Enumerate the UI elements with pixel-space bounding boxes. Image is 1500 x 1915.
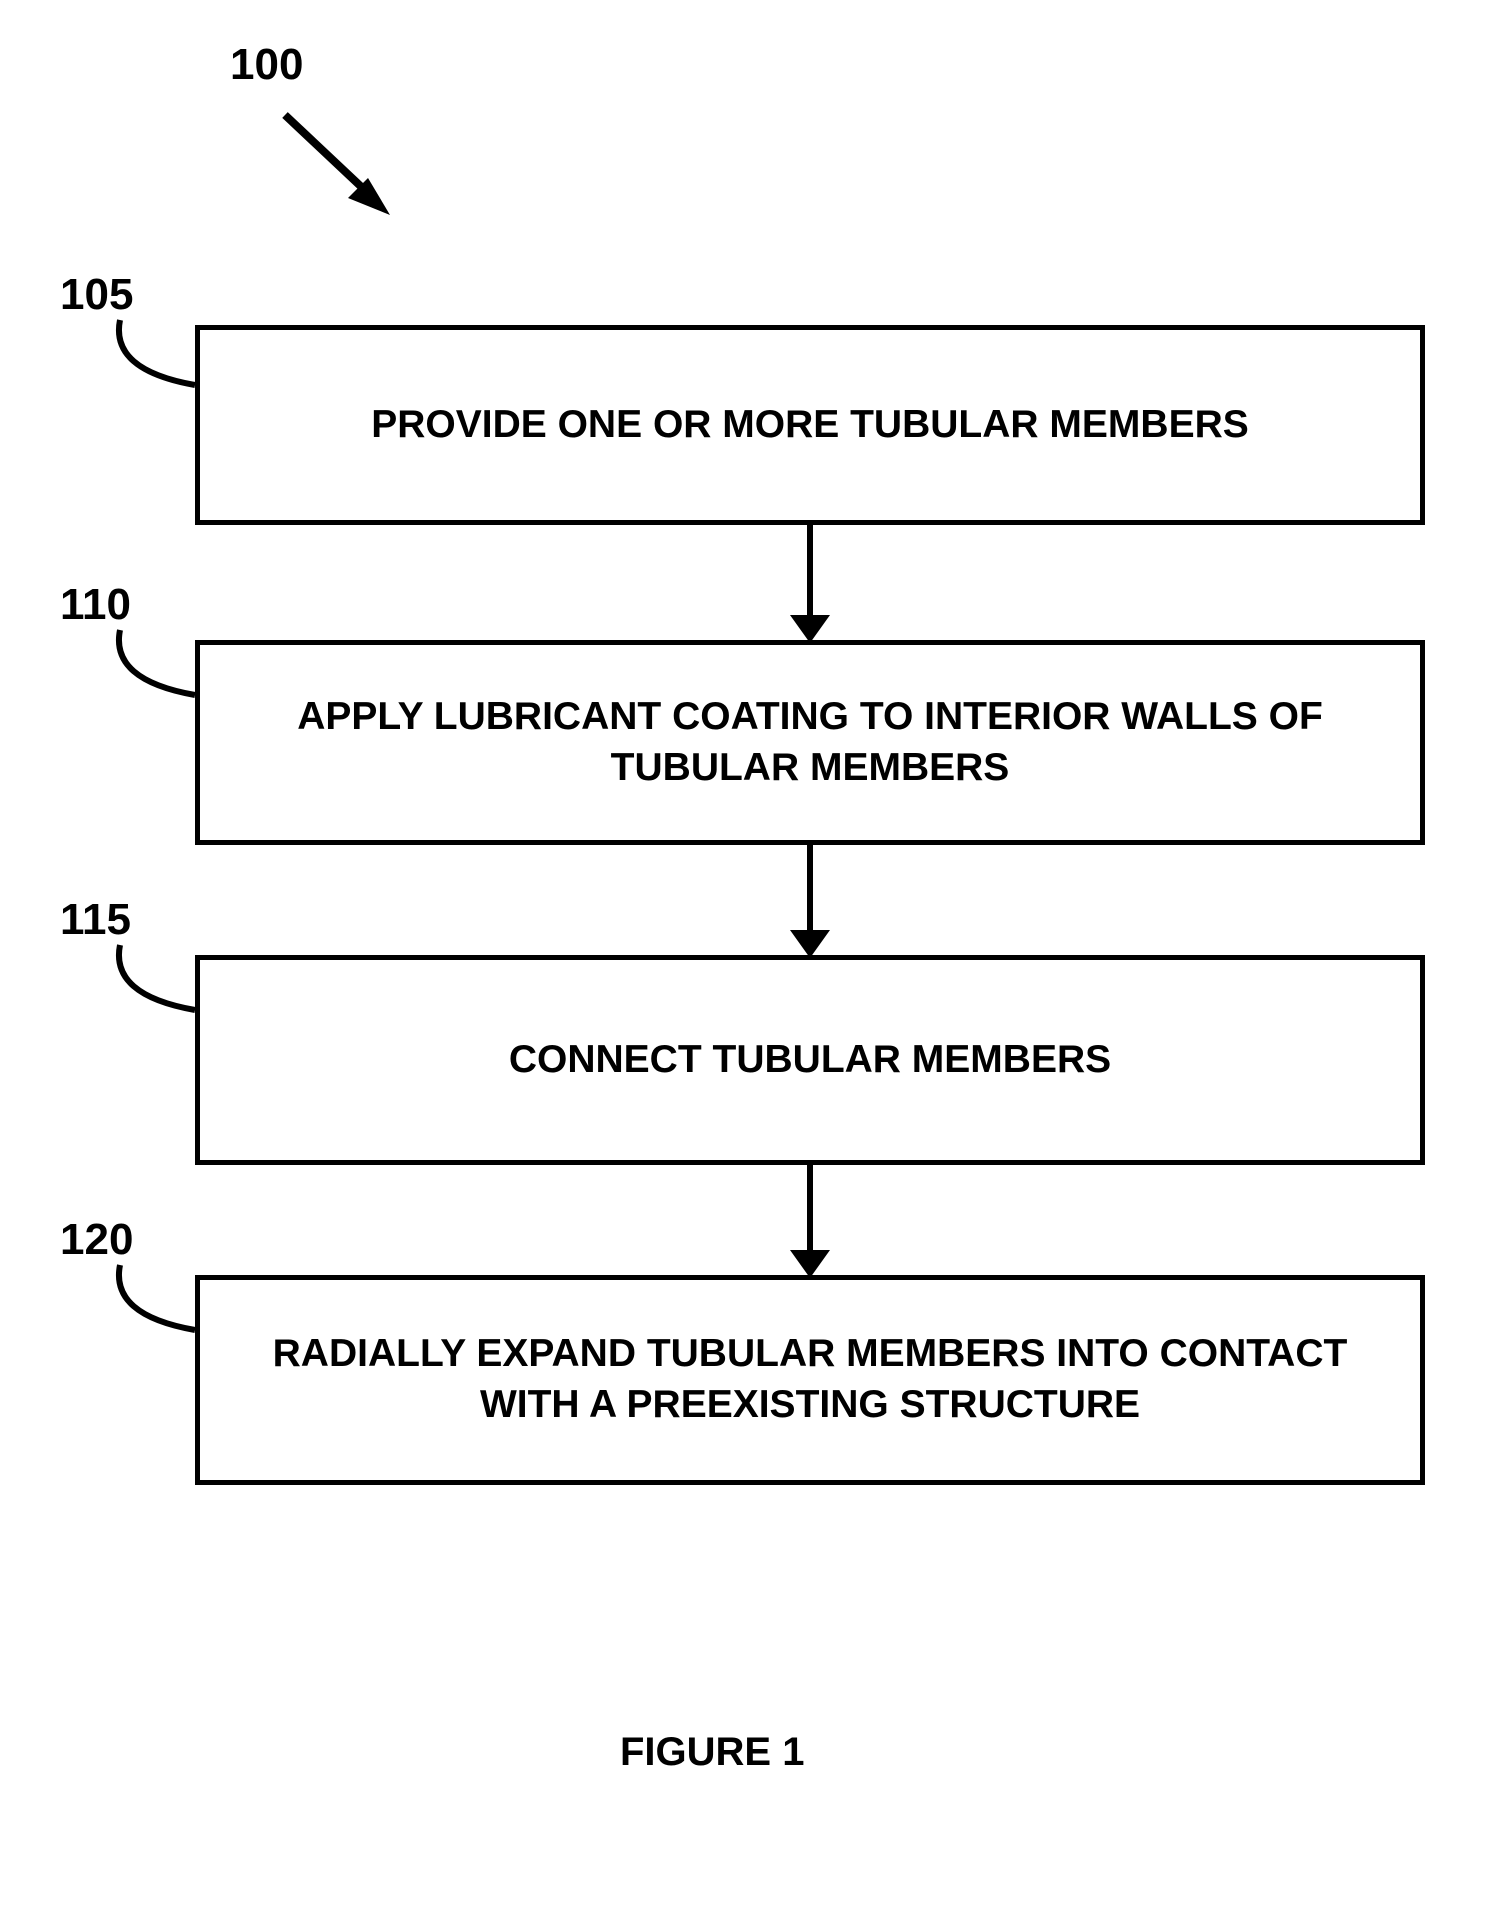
box-text-105: PROVIDE ONE OR MORE TUBULAR MEMBERS [371,403,1249,447]
ref-number-110: 110 [60,580,131,630]
arrow-1-line [807,525,813,620]
callout-curve-115 [100,935,200,1035]
flowchart-box-120: RADIALLY EXPAND TUBULAR MEMBERS INTO CON… [195,1275,1425,1485]
ref-number-115: 115 [60,895,131,945]
arrow-3-line [807,1165,813,1255]
ref-number-105: 105 [60,270,133,320]
box-text-110: APPLY LUBRICANT COATING TO INTERIOR WALL… [220,692,1400,793]
flowchart-container: 100 105 PROVIDE ONE OR MORE TUBULAR MEMB… [0,0,1500,1915]
arrow-2-line [807,845,813,935]
box-text-115: CONNECT TUBULAR MEMBERS [509,1038,1111,1082]
box-text-120: RADIALLY EXPAND TUBULAR MEMBERS INTO CON… [220,1329,1400,1430]
main-ref-number: 100 [230,40,303,90]
flowchart-box-110: APPLY LUBRICANT COATING TO INTERIOR WALL… [195,640,1425,845]
ref-number-120: 120 [60,1215,133,1265]
callout-curve-110 [100,620,200,720]
arrow-2-head [790,930,830,958]
callout-curve-105 [100,310,200,410]
main-arrow [270,100,430,250]
figure-caption: FIGURE 1 [620,1730,804,1775]
flowchart-box-105: PROVIDE ONE OR MORE TUBULAR MEMBERS [195,325,1425,525]
arrow-3-head [790,1250,830,1278]
arrow-1-head [790,615,830,643]
callout-curve-120 [100,1255,200,1355]
flowchart-box-115: CONNECT TUBULAR MEMBERS [195,955,1425,1165]
